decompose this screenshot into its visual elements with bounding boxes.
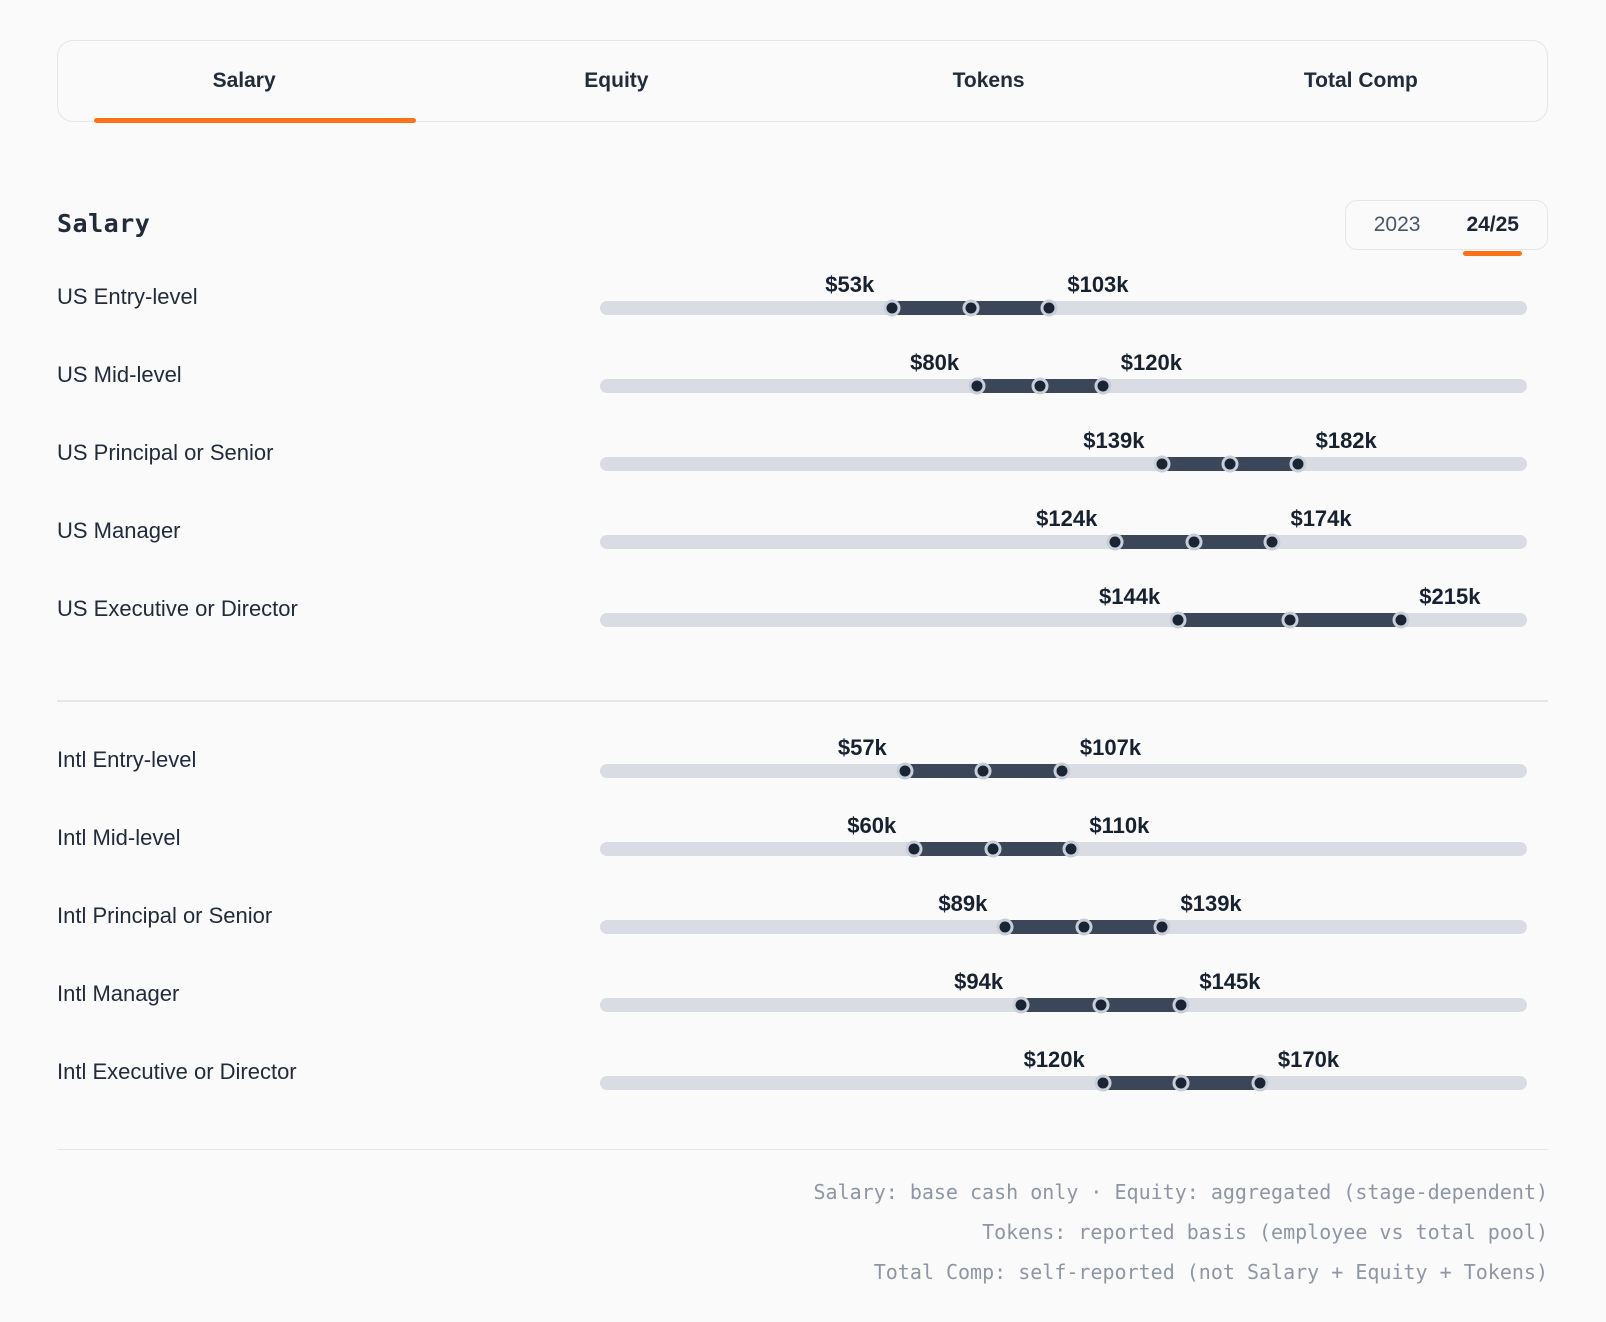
slider-track: $53k $103k [600, 272, 1527, 317]
footnote-line: Salary: base cash only · Equity: aggrega… [813, 1180, 1548, 1204]
range-midpoint-marker [1172, 1074, 1190, 1091]
slider-handle-low [996, 918, 1014, 935]
slider-handle-high [1392, 611, 1410, 629]
value-label-low: $120k [1023, 1046, 1085, 1072]
footnote-line: Total Comp: self-reported (not Salary + … [873, 1260, 1548, 1284]
value-label-low: $53k [825, 272, 875, 297]
chart-row: Intl Principal or Senior $89k $139k [57, 888, 1548, 966]
year-option-24-25[interactable]: 24/25 [1463, 213, 1522, 256]
row-label: US Mid-level [57, 362, 182, 387]
row-label: Intl Executive or Director [57, 1058, 297, 1084]
comp-dashboard: Salary Equity Tokens Total Comp Salary 2… [57, 40, 1548, 1292]
tab-salary[interactable]: Salary [58, 41, 430, 123]
chart-row: US Entry-level $53k $103k [57, 269, 1548, 347]
slider-handle-high [1153, 918, 1171, 935]
slider-handle-high [1040, 299, 1058, 317]
slider-handle-low [1012, 996, 1030, 1013]
chart-row: Intl Mid-level $60k $110k [57, 810, 1548, 888]
value-label-high: $107k [1079, 734, 1142, 760]
slider-track: $60k $110k [600, 813, 1527, 857]
chart-header: Salary 2023 24/25 [57, 200, 1548, 256]
value-label-low: $57k [837, 734, 887, 760]
slider-handle-low [1106, 533, 1124, 551]
year-toggle: 2023 24/25 [1344, 200, 1548, 256]
value-label-low: $124k [1036, 506, 1098, 531]
chart-row: US Mid-level $80k $120k [57, 347, 1548, 425]
slider-track: $89k $139k [600, 891, 1527, 935]
slider-handle-high [1172, 996, 1190, 1013]
slider-handle-high [1053, 762, 1071, 779]
row-label: Intl Entry-level [57, 746, 197, 772]
chart-row: US Principal or Senior $139k $182k [57, 425, 1548, 503]
range-midpoint-marker [974, 762, 992, 779]
tab-equity[interactable]: Equity [584, 69, 649, 92]
value-label-high: $139k [1180, 890, 1242, 916]
slider-track: $57k $107k [600, 735, 1527, 779]
slider-handle-high [1062, 840, 1080, 857]
salary-range-chart: US Entry-level $53k $103k US Mid-level $80k $… [57, 269, 1548, 1122]
row-label: US Principal or Senior [57, 440, 274, 465]
slider-track: $144k $215k [600, 584, 1527, 629]
section-divider [57, 700, 1548, 702]
slider-handle-high [1251, 1074, 1269, 1091]
value-label-low: $60k [847, 812, 897, 838]
slider-handle-low [905, 840, 923, 857]
chart-row: Intl Entry-level $57k $107k [57, 732, 1548, 810]
row-label: US Entry-level [57, 284, 198, 309]
footnotes: Salary: base cash only · Equity: aggrega… [57, 1172, 1548, 1292]
value-label-high: $103k [1067, 272, 1129, 297]
slider-handle-low [1153, 455, 1171, 473]
tab-bar: Salary Equity Tokens Total Comp [57, 40, 1548, 123]
slider-track: $124k $174k [600, 506, 1527, 551]
chart-row: US Executive or Director $144k $215k [57, 581, 1548, 659]
row-label: Intl Manager [57, 980, 180, 1006]
range-midpoint-marker [1221, 455, 1239, 473]
row-label: Intl Mid-level [57, 824, 181, 850]
slider-handle-low [968, 377, 986, 395]
value-label-high: $182k [1315, 428, 1377, 453]
value-label-high: $120k [1120, 350, 1182, 375]
slider-handle-low [1169, 611, 1187, 629]
value-label-high: $215k [1419, 584, 1481, 609]
chart-row: US Manager $124k $174k [57, 503, 1548, 581]
slider-track: $94k $145k [600, 969, 1527, 1013]
value-label-low: $89k [938, 890, 988, 916]
row-label: Intl Principal or Senior [57, 902, 273, 928]
slider-handle-low [883, 299, 901, 317]
value-label-low: $80k [910, 350, 960, 375]
value-label-high: $174k [1290, 506, 1352, 531]
value-label-low: $139k [1083, 428, 1145, 453]
slider-track: $120k $170k [600, 1047, 1527, 1091]
value-label-high: $145k [1199, 968, 1261, 994]
chart-row: Intl Manager $94k $145k [57, 966, 1548, 1044]
range-midpoint-marker [1031, 377, 1049, 395]
value-label-low: $94k [954, 968, 1004, 994]
chart-row: Intl Executive or Director $120k $170k [57, 1044, 1548, 1122]
slider-handle-high [1094, 377, 1112, 395]
range-midpoint-marker [1075, 918, 1093, 935]
slider-track: $80k $120k [600, 350, 1527, 395]
row-label: US Executive or Director [57, 596, 298, 621]
slider-handle-high [1263, 533, 1281, 551]
section-title: Salary [57, 209, 151, 238]
slider-handle-low [896, 762, 914, 779]
tab-tokens[interactable]: Tokens [952, 69, 1025, 92]
footer-divider [57, 1148, 1548, 1150]
range-midpoint-marker [1281, 611, 1299, 629]
value-label-high: $110k [1089, 812, 1150, 838]
range-midpoint-marker [1185, 533, 1203, 551]
slider-track: $139k $182k [600, 428, 1527, 473]
tab-total-comp[interactable]: Total Comp [1303, 69, 1418, 92]
range-midpoint-marker [1092, 996, 1110, 1013]
value-label-low: $144k [1099, 584, 1161, 609]
slider-handle-low [1094, 1074, 1112, 1091]
footnote-line: Tokens: reported basis (employee vs tota… [982, 1220, 1548, 1244]
value-label-high: $170k [1277, 1046, 1340, 1072]
range-midpoint-marker [984, 840, 1002, 857]
row-label: US Manager [57, 518, 181, 543]
year-option-2023[interactable]: 2023 [1373, 213, 1421, 236]
slider-handle-high [1289, 455, 1307, 473]
range-midpoint-marker [962, 299, 980, 317]
